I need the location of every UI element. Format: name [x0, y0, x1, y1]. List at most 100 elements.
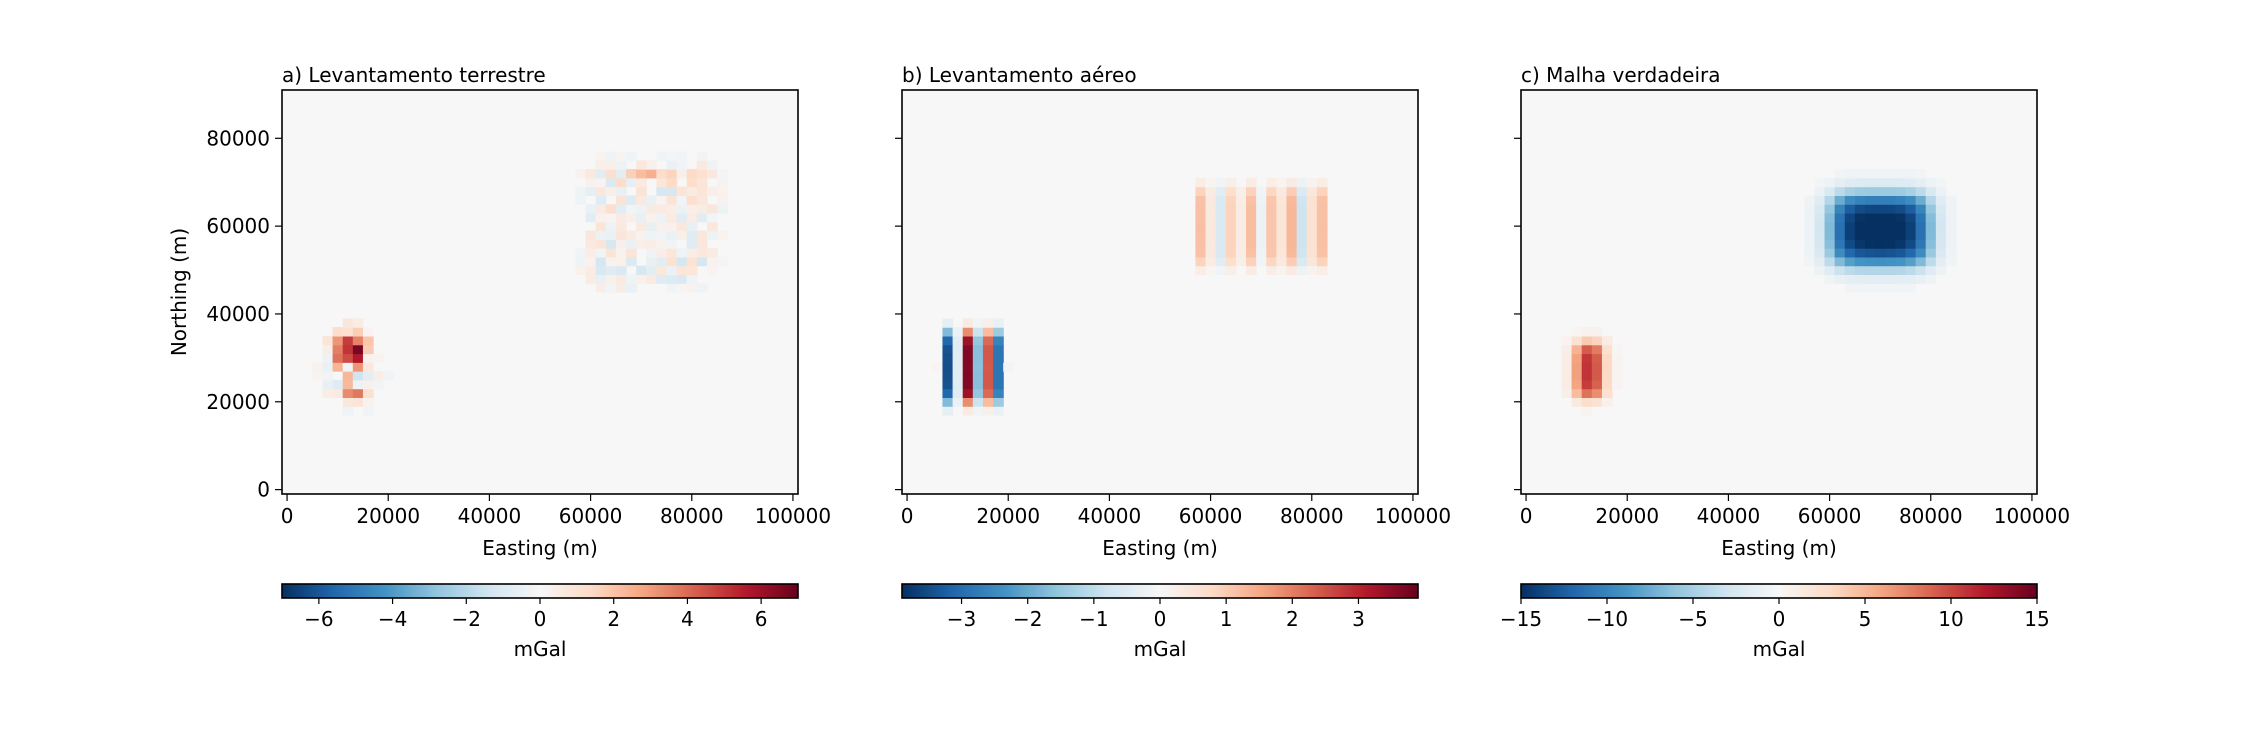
heatmap-cell	[1844, 186, 1856, 196]
heatmap-cell	[952, 388, 964, 398]
heatmap-cell	[1814, 265, 1826, 276]
heatmap-cell	[1935, 256, 1947, 267]
heatmap-cell	[1266, 221, 1277, 232]
heatmap-cell	[585, 169, 597, 179]
heatmap-cell	[1905, 204, 1917, 214]
x-tick-label: 0	[901, 504, 914, 528]
heatmap-cell	[1824, 204, 1836, 214]
heatmap-cell	[676, 283, 688, 293]
heatmap-cell	[993, 362, 1004, 372]
heatmap-cell	[1875, 221, 1886, 232]
heatmap-cell	[1804, 204, 1816, 214]
heatmap-cell	[626, 151, 637, 161]
heatmap-cell	[1306, 265, 1318, 276]
heatmap-cell	[1286, 186, 1298, 196]
heatmap-cell	[656, 169, 668, 179]
heatmap-cell	[362, 406, 374, 416]
heatmap-cell	[1854, 195, 1866, 205]
heatmap-cell	[362, 388, 374, 398]
heatmap-cell	[1804, 195, 1816, 205]
colorbar-tick-label: −3	[947, 607, 976, 631]
heatmap-cell	[1225, 230, 1237, 240]
heatmap-cell	[605, 204, 617, 214]
heatmap-cell	[656, 239, 668, 249]
heatmap-cell	[626, 256, 637, 267]
heatmap-cell	[1885, 256, 1896, 267]
heatmap-cell	[322, 335, 334, 346]
heatmap-cell	[605, 239, 617, 249]
heatmap-cell	[1195, 248, 1207, 258]
heatmap-cell	[595, 283, 607, 293]
heatmap-cell	[342, 371, 354, 381]
heatmap-cell	[1316, 177, 1328, 188]
heatmap-cell	[342, 318, 354, 328]
heatmap-cell	[1246, 256, 1257, 267]
heatmap-cell	[666, 186, 678, 196]
heatmap-cell	[1905, 195, 1917, 205]
heatmap-cell	[575, 169, 587, 179]
heatmap-cell	[1205, 186, 1217, 196]
heatmap-cell	[1286, 204, 1298, 214]
heatmap-cell	[676, 256, 688, 267]
heatmap-cell	[1814, 256, 1826, 267]
heatmap-cell	[1195, 230, 1207, 240]
heatmap-cell	[1925, 212, 1937, 223]
heatmap-cell	[595, 186, 607, 196]
heatmap-cell	[1205, 204, 1217, 214]
heatmap-cell	[676, 204, 688, 214]
heatmap-cell	[1316, 248, 1328, 258]
heatmap-cell	[595, 230, 607, 240]
heatmap-cell	[1875, 177, 1886, 188]
heatmap-cell	[1235, 239, 1247, 249]
heatmap-cell	[1591, 362, 1603, 372]
heatmap-cell	[1865, 256, 1876, 267]
heatmap-cell	[993, 388, 1004, 398]
heatmap-cell	[696, 248, 708, 258]
heatmap-cell	[1885, 195, 1896, 205]
heatmap-cell	[1885, 177, 1896, 188]
panel-a-heatmap	[282, 90, 798, 494]
heatmap-cell	[1266, 239, 1277, 249]
heatmap-cell	[1235, 230, 1247, 240]
heatmap-cell	[696, 239, 708, 249]
heatmap-cell	[942, 397, 954, 407]
panel-c-x-ticks: 0 20000 40000 60000 80000 100000	[1520, 494, 2070, 528]
heatmap-cell	[1885, 186, 1896, 196]
heatmap-cell	[1306, 204, 1318, 214]
heatmap-cell	[1601, 335, 1613, 346]
heatmap-cell	[666, 204, 678, 214]
heatmap-cell	[636, 265, 647, 276]
heatmap-cell	[706, 248, 718, 258]
heatmap-cell	[1824, 265, 1836, 276]
heatmap-cell	[1246, 177, 1257, 188]
heatmap-cell	[1905, 239, 1917, 249]
heatmap-cell	[1205, 239, 1217, 249]
heatmap-cell	[1215, 265, 1227, 276]
heatmap-cell	[1895, 177, 1907, 188]
heatmap-cell	[1834, 212, 1846, 223]
heatmap-cell	[595, 151, 607, 161]
heatmap-cell	[312, 362, 324, 372]
heatmap-cell	[676, 186, 688, 196]
x-tick-label: 40000	[1697, 504, 1761, 528]
y-tick-label: 0	[257, 478, 270, 502]
heatmap-cell	[1905, 256, 1917, 267]
heatmap-cell	[1844, 239, 1856, 249]
heatmap-cell	[636, 221, 647, 232]
heatmap-cell	[706, 221, 718, 232]
heatmap-cell	[1306, 230, 1318, 240]
panel-b-heatmap	[902, 90, 1418, 494]
heatmap-cell	[962, 353, 974, 363]
heatmap-cell	[1854, 283, 1866, 293]
heatmap-cell	[706, 256, 718, 267]
panel-c-colorbar: −15 −10 −5 0 5 10 15	[1500, 583, 2050, 631]
heatmap-cell	[1205, 248, 1217, 258]
heatmap-cell	[962, 362, 974, 372]
heatmap-cell	[1865, 221, 1876, 232]
heatmap-cell	[595, 204, 607, 214]
heatmap-cell	[1246, 212, 1257, 223]
heatmap-cell	[1875, 248, 1886, 258]
heatmap-cell	[575, 186, 587, 196]
heatmap-cell	[1844, 274, 1856, 284]
heatmap-cell	[605, 283, 617, 293]
